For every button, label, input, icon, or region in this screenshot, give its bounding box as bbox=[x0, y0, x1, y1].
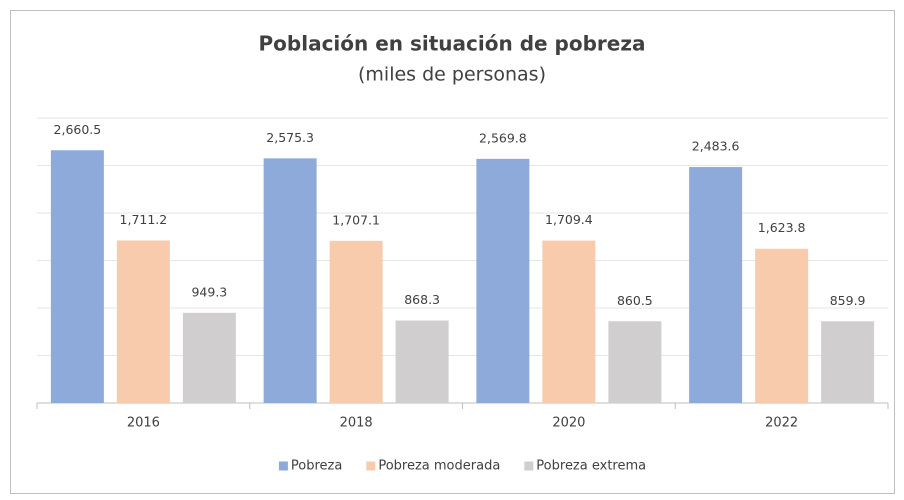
x-tick-label: 2020 bbox=[552, 416, 585, 431]
value-label: 2,575.3 bbox=[266, 130, 314, 145]
value-label: 949.3 bbox=[191, 284, 227, 299]
value-label: 2,660.5 bbox=[54, 122, 102, 137]
legend-label: Pobreza moderada bbox=[378, 459, 500, 474]
bar bbox=[542, 240, 596, 403]
x-tick-label: 2016 bbox=[127, 416, 160, 431]
legend-swatch bbox=[366, 461, 376, 471]
bar bbox=[116, 240, 170, 403]
bar bbox=[182, 312, 236, 403]
legend-label: Pobreza extrema bbox=[536, 459, 646, 474]
legend-swatch bbox=[524, 461, 534, 471]
value-label: 868.3 bbox=[404, 292, 440, 307]
chart-subtitle: (miles de personas) bbox=[358, 64, 546, 86]
bar bbox=[689, 167, 743, 403]
bar bbox=[50, 150, 104, 403]
value-label: 860.5 bbox=[617, 293, 653, 308]
value-label: 1,623.8 bbox=[758, 220, 806, 235]
x-tick-label: 2018 bbox=[340, 416, 373, 431]
value-label: 859.9 bbox=[830, 293, 866, 308]
value-label: 1,711.2 bbox=[120, 212, 168, 227]
bar bbox=[395, 320, 449, 403]
bar bbox=[821, 321, 875, 403]
legend-swatch bbox=[278, 461, 288, 471]
value-label: 1,707.1 bbox=[332, 212, 380, 227]
value-label: 1,709.4 bbox=[545, 212, 593, 227]
x-tick-label: 2022 bbox=[765, 416, 798, 431]
bar bbox=[755, 248, 809, 403]
value-label: 2,483.6 bbox=[692, 139, 740, 154]
bar bbox=[263, 158, 317, 403]
value-label: 2,569.8 bbox=[479, 130, 527, 145]
bar bbox=[329, 240, 383, 403]
bar bbox=[476, 158, 530, 403]
legend-label: Pobreza bbox=[291, 459, 342, 474]
chart-title: Población en situación de pobreza bbox=[259, 32, 646, 56]
bar bbox=[608, 321, 662, 403]
